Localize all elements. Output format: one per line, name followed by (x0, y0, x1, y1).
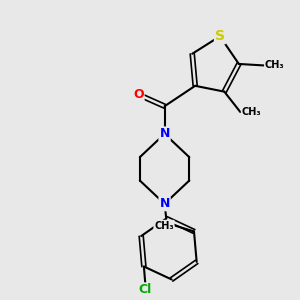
Text: N: N (159, 128, 170, 140)
Text: N: N (159, 197, 170, 210)
Text: Cl: Cl (139, 283, 152, 296)
Text: CH₃: CH₃ (154, 220, 174, 231)
Text: CH₃: CH₃ (265, 60, 284, 70)
Text: O: O (133, 88, 144, 101)
Text: S: S (215, 29, 225, 43)
Text: CH₃: CH₃ (242, 107, 261, 117)
